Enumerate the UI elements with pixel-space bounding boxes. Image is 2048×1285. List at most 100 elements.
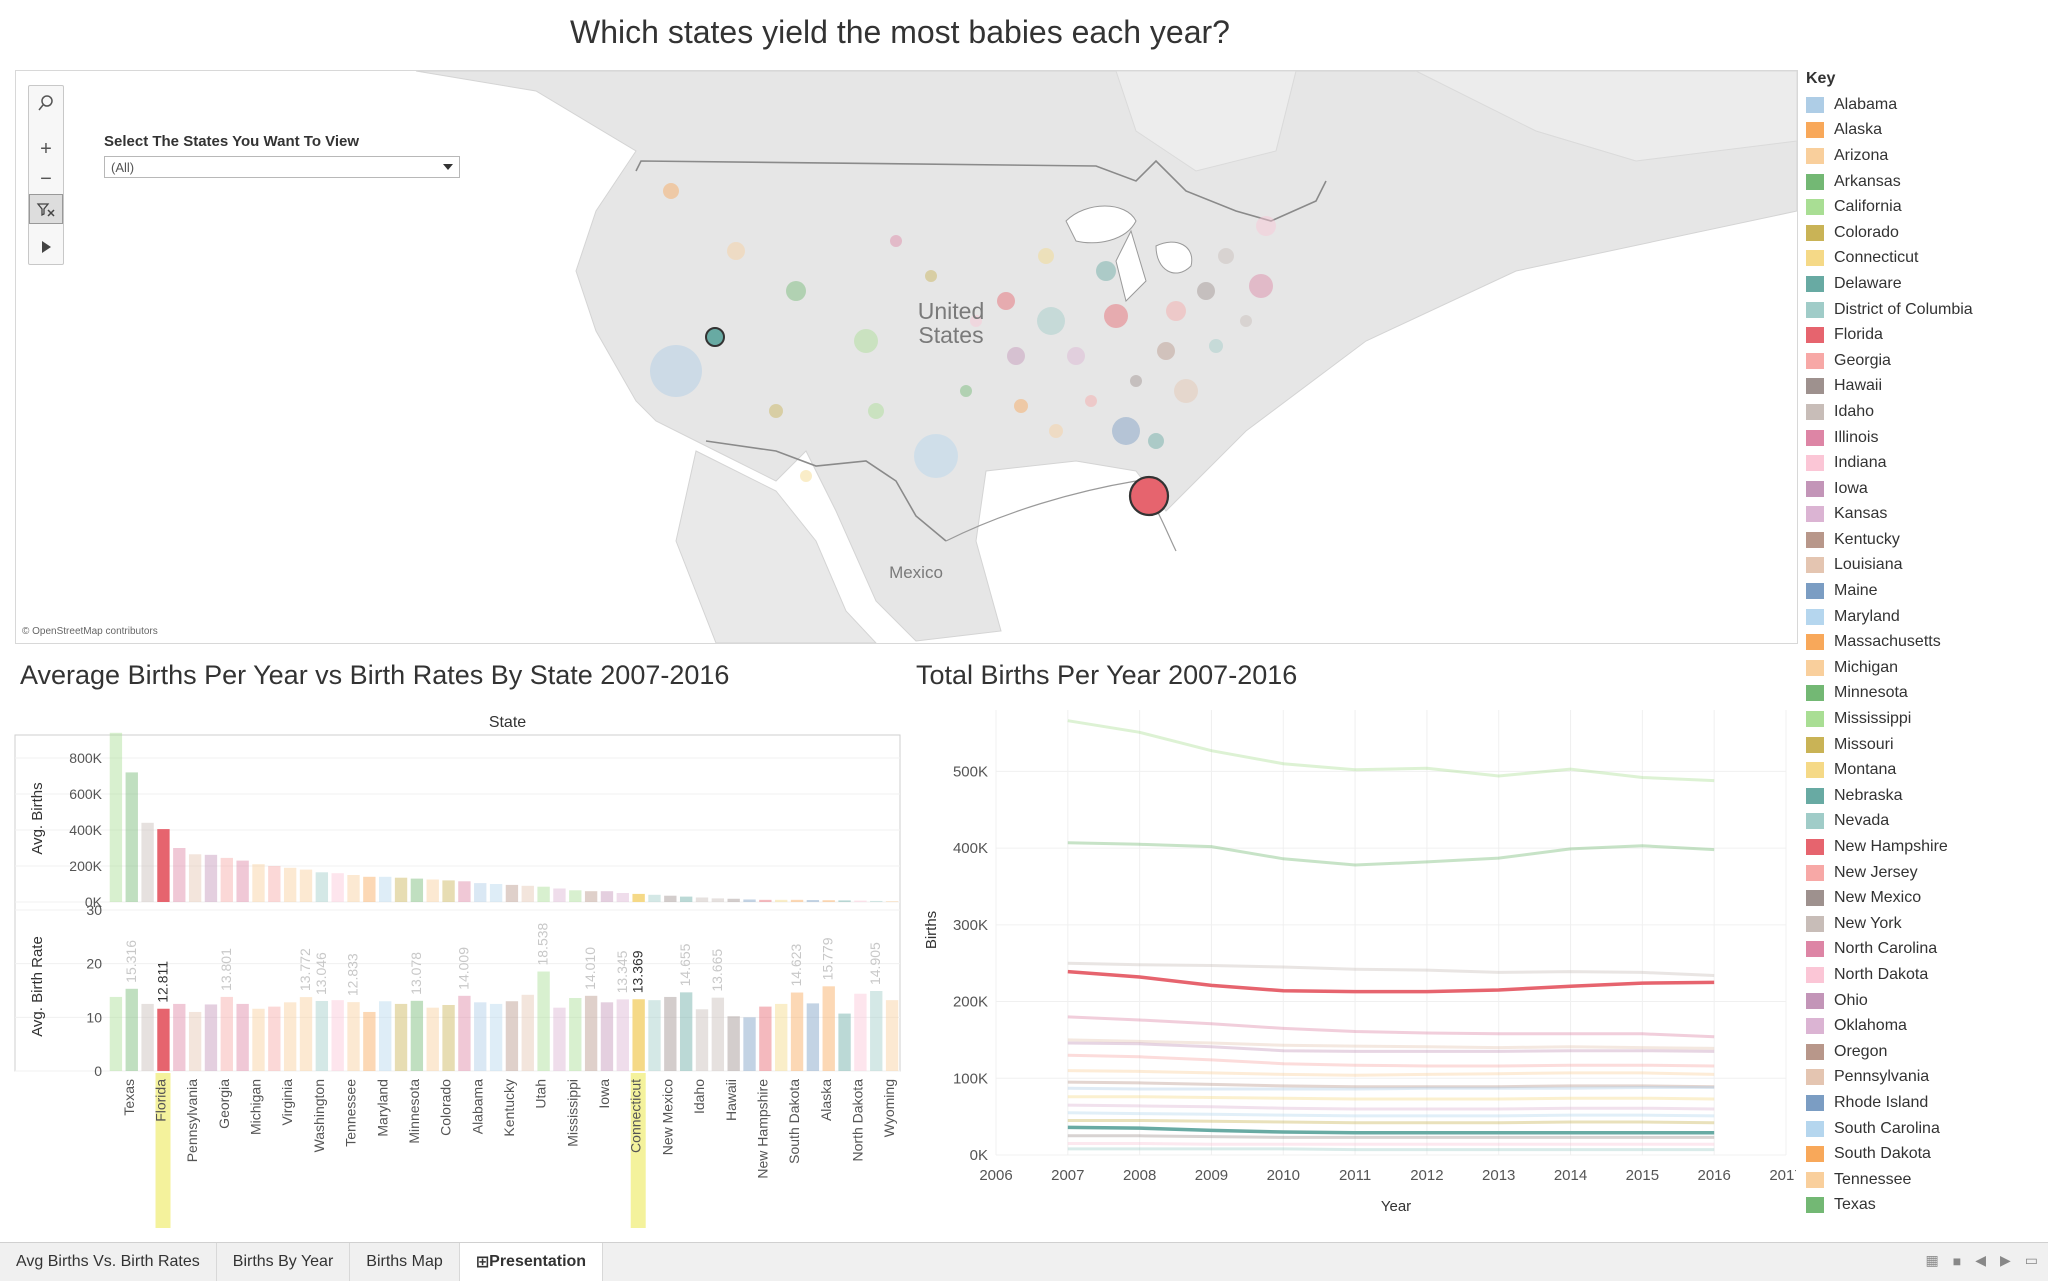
line-x-tick: 2006 bbox=[979, 1167, 1012, 1184]
line-ylabel: Births bbox=[923, 911, 940, 949]
legend-item[interactable]: Michigan bbox=[1806, 655, 2046, 681]
legend-item[interactable]: New Hampshire bbox=[1806, 834, 2046, 860]
bar-top-tick: 0K bbox=[85, 894, 103, 910]
legend-swatch bbox=[1806, 1094, 1824, 1111]
legend-item[interactable]: Georgia bbox=[1806, 348, 2046, 374]
legend-label: Texas bbox=[1834, 1196, 1876, 1214]
state-bubble bbox=[1007, 347, 1025, 365]
legend-item[interactable]: North Dakota bbox=[1806, 962, 2046, 988]
legend-item[interactable]: North Carolina bbox=[1806, 937, 2046, 963]
bar-chart[interactable]: State 0K 200K 400K 600K 800K 0 10 20 30 Avg. Birth… bbox=[0, 705, 905, 1285]
legend-item[interactable]: Mississippi bbox=[1806, 706, 2046, 732]
legend-item[interactable]: Florida bbox=[1806, 322, 2046, 348]
legend-item[interactable]: Arizona bbox=[1806, 143, 2046, 169]
legend-item[interactable]: Oregon bbox=[1806, 1039, 2046, 1065]
prev-icon[interactable]: ◀ bbox=[1975, 1252, 1986, 1268]
legend-item[interactable]: Maryland bbox=[1806, 604, 2046, 630]
legend-item[interactable]: California bbox=[1806, 194, 2046, 220]
next-icon[interactable]: ▶ bbox=[1999, 1252, 2011, 1268]
legend-swatch bbox=[1806, 762, 1824, 779]
legend-item[interactable]: Kentucky bbox=[1806, 527, 2046, 553]
tab-avg-births-vs-birth-rates[interactable]: Avg Births Vs. Birth Rates bbox=[0, 1243, 217, 1281]
births-series-line bbox=[1067, 1080, 1715, 1089]
birth-rate-bar bbox=[648, 1000, 661, 1071]
legend-item[interactable]: Kansas bbox=[1806, 502, 2046, 528]
legend-item[interactable]: Hawaii bbox=[1806, 374, 2046, 400]
legend-item[interactable]: Connecticut bbox=[1806, 246, 2046, 272]
legend-swatch bbox=[1806, 480, 1824, 497]
legend-label: Maryland bbox=[1834, 607, 1900, 625]
legend-label: South Carolina bbox=[1834, 1119, 1940, 1137]
avg-births-bar bbox=[109, 732, 123, 902]
legend-item[interactable]: Colorado bbox=[1806, 220, 2046, 246]
legend-item[interactable]: Idaho bbox=[1806, 399, 2046, 425]
legend-item[interactable]: New Mexico bbox=[1806, 885, 2046, 911]
legend-item[interactable]: New Jersey bbox=[1806, 860, 2046, 886]
births-series-line bbox=[1067, 1038, 1715, 1050]
tab-births-map[interactable]: Births Map bbox=[350, 1243, 460, 1281]
legend-label: Oklahoma bbox=[1834, 1017, 1907, 1035]
bar-chart-header: State bbox=[489, 714, 526, 731]
zoom-out-icon[interactable]: − bbox=[40, 167, 52, 190]
births-series-line bbox=[1067, 1095, 1715, 1101]
legend-swatch bbox=[1806, 378, 1824, 395]
births-series-line bbox=[1067, 719, 1715, 783]
grid-view-icon[interactable]: ▦ bbox=[1925, 1252, 1939, 1268]
legend-item[interactable]: Maine bbox=[1806, 578, 2046, 604]
legend-item[interactable]: Nebraska bbox=[1806, 783, 2046, 809]
birth-rate-bar bbox=[474, 1002, 487, 1071]
legend-item[interactable]: Oklahoma bbox=[1806, 1013, 2046, 1039]
state-filter-label: Select The States You Want To View bbox=[104, 133, 360, 150]
avg-births-bar bbox=[648, 894, 661, 902]
legend-item[interactable]: Tennessee bbox=[1806, 1167, 2046, 1193]
births-map[interactable]: United States Mexico + − Select The Stat… bbox=[15, 70, 1798, 644]
legend-item[interactable]: South Carolina bbox=[1806, 1116, 2046, 1142]
legend-item[interactable]: Ohio bbox=[1806, 988, 2046, 1014]
legend-item[interactable]: Missouri bbox=[1806, 732, 2046, 758]
single-view-icon[interactable]: ■ bbox=[1952, 1252, 1962, 1269]
legend-item[interactable]: New York bbox=[1806, 911, 2046, 937]
legend-item[interactable]: Indiana bbox=[1806, 450, 2046, 476]
tab-presentation[interactable]: ⊞ Presentation bbox=[459, 1243, 604, 1281]
legend-item[interactable]: Nevada bbox=[1806, 809, 2046, 835]
avg-births-bar bbox=[220, 857, 233, 902]
legend-label: Idaho bbox=[1834, 402, 1875, 420]
avg-births-bar bbox=[188, 854, 202, 902]
legend-item[interactable]: Alaska bbox=[1806, 118, 2046, 144]
legend-item[interactable]: South Dakota bbox=[1806, 1141, 2046, 1167]
legend-item[interactable]: Rhode Island bbox=[1806, 1090, 2046, 1116]
legend-label: Pennsylvania bbox=[1834, 1068, 1930, 1086]
avg-births-bar bbox=[489, 884, 503, 902]
play-icon[interactable] bbox=[29, 230, 63, 264]
clear-selection-icon[interactable] bbox=[29, 194, 63, 224]
line-y-tick: 400K bbox=[953, 840, 988, 857]
birth-rate-label: 13.801 bbox=[218, 948, 234, 991]
line-chart[interactable]: 2006 2007 2008 2009 2010 2011 2012 2013 2014 2015… bbox=[916, 700, 1796, 1230]
births-series-line bbox=[1067, 969, 1715, 994]
legend-item[interactable]: Minnesota bbox=[1806, 681, 2046, 707]
state-bubble bbox=[1130, 375, 1142, 387]
birth-rate-bar bbox=[268, 1006, 281, 1071]
legend-item[interactable]: Massachusetts bbox=[1806, 629, 2046, 655]
avg-births-bar bbox=[806, 900, 820, 902]
legend-item[interactable]: Illinois bbox=[1806, 425, 2046, 451]
legend-item[interactable]: Pennsylvania bbox=[1806, 1065, 2046, 1091]
legend-item[interactable]: Louisiana bbox=[1806, 553, 2046, 579]
line-x-tick: 2013 bbox=[1482, 1167, 1515, 1184]
presentation-icon[interactable]: ▭ bbox=[2024, 1252, 2038, 1268]
tab-births-by-year[interactable]: Births By Year bbox=[217, 1243, 351, 1281]
legend-item[interactable]: Montana bbox=[1806, 757, 2046, 783]
avg-births-bar bbox=[394, 877, 408, 902]
legend-item[interactable]: Delaware bbox=[1806, 271, 2046, 297]
birth-rate-label: 13.046 bbox=[313, 952, 329, 995]
birth-rate-label: 15.316 bbox=[123, 940, 139, 983]
state-filter-dropdown[interactable]: (All) bbox=[104, 156, 460, 178]
legend-item[interactable]: Iowa bbox=[1806, 476, 2046, 502]
zoom-in-icon[interactable]: + bbox=[40, 137, 52, 160]
search-icon[interactable] bbox=[29, 86, 63, 120]
avg-births-bar bbox=[283, 867, 297, 902]
legend-item[interactable]: District of Columbia bbox=[1806, 297, 2046, 323]
legend-item[interactable]: Texas bbox=[1806, 1193, 2046, 1219]
legend-item[interactable]: Alabama bbox=[1806, 92, 2046, 118]
legend-item[interactable]: Arkansas bbox=[1806, 169, 2046, 195]
